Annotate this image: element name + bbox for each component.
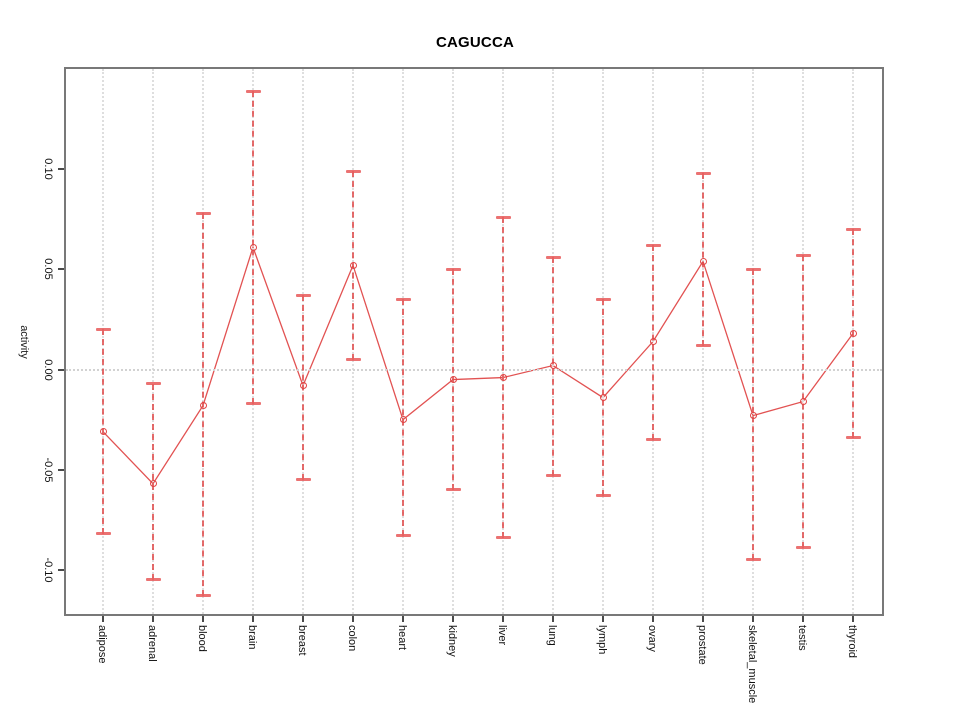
x-tick-label: adipose — [96, 625, 108, 664]
data-point — [849, 329, 857, 337]
error-bar-cap-top — [595, 297, 611, 301]
error-bar-cap-top — [545, 255, 561, 259]
data-point — [649, 338, 657, 345]
x-tick-label: heart — [396, 625, 408, 651]
x-tick-label: thyroid — [846, 625, 858, 659]
x-tick — [102, 616, 104, 622]
data-point — [799, 398, 807, 406]
x-tick-label: lymph — [596, 625, 608, 655]
x-tick-label: prostate — [696, 625, 708, 665]
data-point — [549, 362, 557, 370]
error-bar-cap-bottom — [845, 436, 861, 440]
x-tick — [402, 616, 404, 622]
error-bar-cap-bottom — [95, 532, 111, 536]
x-tick-label: liver — [496, 625, 508, 646]
error-bar-cap-bottom — [195, 594, 211, 598]
error-bar-cap-top — [395, 297, 411, 301]
x-tick — [852, 616, 854, 622]
y-tick-label: 0.10 — [42, 158, 54, 180]
data-point — [299, 382, 307, 390]
error-bar-cap-bottom — [445, 488, 461, 492]
error-bar-cap-top — [245, 89, 261, 93]
series-line — [102, 245, 854, 485]
x-tick — [252, 616, 254, 622]
y-tick — [58, 568, 64, 571]
x-tick-label: testis — [796, 625, 808, 651]
zero-reference-line — [66, 368, 882, 371]
x-tick — [352, 616, 354, 622]
chart-title: CAGUCCA — [435, 34, 515, 51]
x-tick-label: brain — [246, 625, 258, 650]
x-tick — [752, 616, 754, 622]
data-point — [699, 257, 707, 265]
x-tick-label: blood — [196, 625, 208, 652]
y-tick — [58, 268, 64, 271]
x-tick — [502, 616, 504, 622]
data-point — [749, 412, 757, 420]
x-tick-label: lung — [546, 625, 558, 646]
gridline — [152, 69, 154, 614]
x-tick — [152, 616, 154, 622]
y-tick — [58, 368, 64, 371]
data-point — [99, 428, 107, 436]
x-tick — [602, 616, 604, 622]
x-tick — [452, 616, 454, 622]
y-tick-label: -0.10 — [42, 557, 54, 583]
error-bar-cap-top — [695, 171, 711, 175]
error-bar-cap-top — [295, 293, 311, 297]
y-tick — [58, 468, 64, 471]
error-bar-cap-top — [495, 215, 511, 219]
data-point — [199, 402, 207, 410]
error-bar-cap-top — [145, 382, 161, 386]
x-tick — [202, 616, 204, 622]
x-tick — [302, 616, 304, 622]
x-tick — [702, 616, 704, 622]
data-point — [349, 261, 357, 269]
error-bar-cap-bottom — [645, 438, 661, 442]
error-bar-cap-top — [645, 243, 661, 247]
y-tick-label: -0.05 — [42, 457, 54, 483]
error-bar-cap-top — [195, 211, 211, 215]
data-point — [249, 243, 257, 251]
error-bar-cap-top — [845, 227, 861, 231]
error-bar-cap-top — [745, 267, 761, 271]
error-bar-cap-bottom — [545, 474, 561, 478]
x-tick-label: adrenal — [146, 625, 158, 662]
error-bar-cap-bottom — [145, 578, 161, 582]
y-tick — [58, 168, 64, 171]
error-bar-cap-bottom — [745, 558, 761, 562]
x-tick-label: skeletal_muscle — [746, 625, 758, 704]
y-tick-label: 0.00 — [42, 358, 54, 381]
data-point — [599, 394, 607, 402]
x-tick — [802, 616, 804, 622]
x-tick — [552, 616, 554, 622]
error-bar-cap-bottom — [795, 546, 811, 550]
data-point — [449, 376, 457, 384]
error-bar-cap-top — [345, 169, 361, 173]
series-line-canvas — [102, 245, 854, 485]
y-tick-label: 0.05 — [42, 258, 54, 281]
error-bar-cap-top — [445, 267, 461, 271]
error-bar-cap-bottom — [295, 478, 311, 482]
data-point — [499, 374, 507, 382]
x-tick-label: breast — [296, 625, 308, 656]
data-point — [399, 416, 407, 424]
plot-area — [64, 67, 884, 616]
x-tick-label: kidney — [446, 625, 458, 657]
error-bar-cap-bottom — [495, 536, 511, 540]
x-tick-label: ovary — [646, 625, 658, 652]
data-point — [149, 480, 157, 488]
error-bar-cap-top — [95, 327, 111, 331]
error-bar-cap-bottom — [595, 494, 611, 498]
error-bar-cap-bottom — [695, 344, 711, 347]
error-bar-cap-bottom — [245, 402, 261, 406]
error-bar-cap-top — [795, 253, 811, 257]
y-axis-title: activity — [18, 325, 30, 359]
error-bar-cap-bottom — [395, 534, 411, 538]
error-bar-cap-bottom — [345, 358, 361, 362]
x-tick — [652, 616, 654, 622]
x-tick-label: colon — [346, 625, 358, 652]
